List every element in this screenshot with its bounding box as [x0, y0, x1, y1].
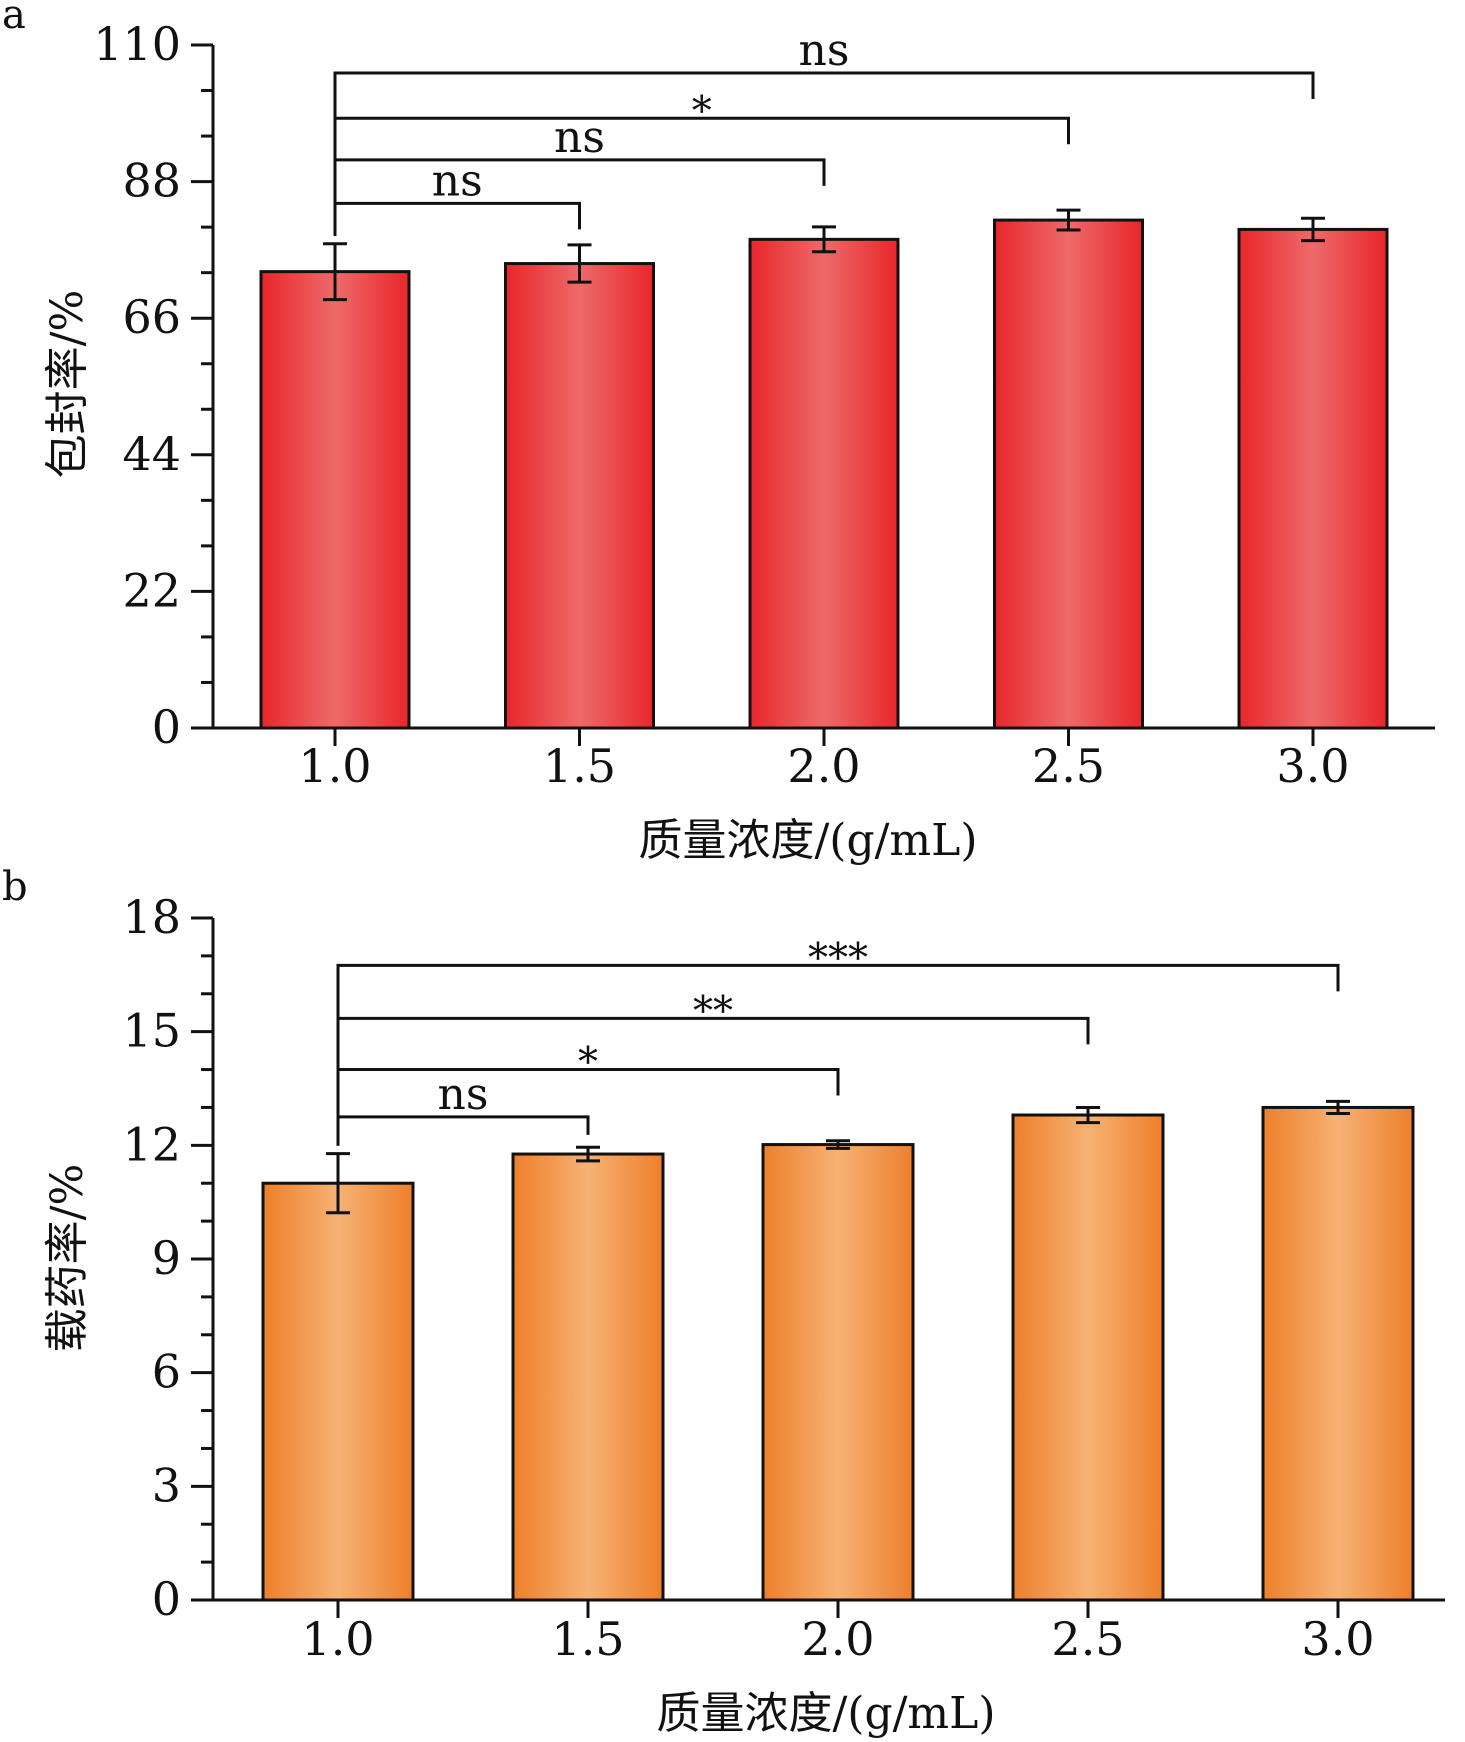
bar-2.0 [748, 237, 900, 730]
y-tick-label: 0 [152, 700, 181, 754]
x-axis-label: 质量浓度/(g/mL) [638, 815, 977, 866]
panel-b: b 载药率/% 质量浓度/(g/mL) 0 3 6 9 12 15 18 1.0 1.5 2.0 2… [2, 864, 1445, 1739]
y-tick-label: 3 [152, 1458, 181, 1512]
y-tick-label: 22 [122, 563, 181, 617]
y-tick-label: 44 [122, 427, 181, 481]
bar-3.0 [1261, 1105, 1415, 1602]
error-bar-1.5 [576, 1145, 600, 1163]
y-tick-label: 18 [122, 890, 181, 944]
significance-bracket [336, 963, 1340, 1146]
error-bar-1.0 [326, 1152, 350, 1215]
y-tick-label: 66 [122, 290, 181, 344]
bar-2.0 [761, 1143, 915, 1602]
error-bar-1.5 [567, 243, 592, 284]
error-bar-2.5 [1056, 208, 1081, 232]
error-bar-2.0 [812, 225, 836, 254]
y-axis-label: 载药率/% [42, 1164, 93, 1353]
error-bar-1.0 [323, 242, 347, 302]
panel-label: b [2, 864, 28, 910]
x-tick-label: 3.0 [1301, 1612, 1374, 1666]
bar-1.0 [259, 270, 411, 730]
x-axis-label: 质量浓度/(g/mL) [656, 1688, 995, 1739]
x-tick-label: 2.5 [1032, 739, 1105, 793]
error-bar-3.0 [1326, 1099, 1350, 1116]
panel-label: a [2, 0, 26, 38]
significance-label: * [692, 88, 712, 134]
x-tick-label: 1.0 [298, 739, 371, 793]
bar-1.5 [504, 262, 655, 730]
x-tick-label: 1.5 [551, 1612, 624, 1666]
y-axis-label: 包封率/% [42, 290, 93, 479]
y-tick-label: 9 [152, 1231, 181, 1285]
bar-3.0 [1237, 227, 1389, 730]
x-tick-label: 2.5 [1051, 1612, 1124, 1666]
x-tick-label: 2.0 [787, 739, 860, 793]
significance-label: ns [799, 25, 850, 76]
bar-1.5 [511, 1152, 665, 1602]
y-tick-label: 12 [122, 1117, 181, 1171]
y-tick-label: 110 [93, 17, 181, 71]
significance-bracket [333, 201, 581, 236]
x-tick-label: 1.0 [301, 1612, 374, 1666]
y-tick-label: 15 [122, 1004, 181, 1058]
significance-label: *** [808, 935, 868, 981]
error-bar-3.0 [1301, 216, 1325, 243]
plot-area-a: 0 22 44 66 88 110 1.0 1.5 2.0 2.5 3.0 ns ns * ns [93, 17, 1435, 793]
significance-label: ** [693, 988, 733, 1034]
y-tick-label: 88 [122, 154, 181, 208]
error-bar-2.5 [1076, 1105, 1100, 1125]
significance-bracket [336, 1115, 590, 1146]
x-tick-label: 3.0 [1276, 739, 1349, 793]
significance-bracket [333, 71, 1315, 236]
error-bar-2.0 [826, 1139, 850, 1150]
significance-label: ns [432, 155, 483, 206]
significance-label: * [578, 1040, 598, 1086]
bar-2.5 [1011, 1113, 1165, 1602]
panel-a: a 包封率/% 质量浓度/(g/mL) 0 22 44 66 88 110 1.0 1.5 2.… [2, 0, 1435, 866]
x-tick-label: 2.0 [801, 1612, 874, 1666]
x-tick-label: 1.5 [543, 739, 616, 793]
bar-2.5 [993, 218, 1144, 730]
significance-label: ns [438, 1069, 489, 1120]
bar-1.0 [261, 1181, 415, 1602]
significance-label: ns [554, 112, 605, 163]
y-tick-label: 6 [152, 1345, 181, 1399]
y-tick-label: 0 [152, 1572, 181, 1626]
